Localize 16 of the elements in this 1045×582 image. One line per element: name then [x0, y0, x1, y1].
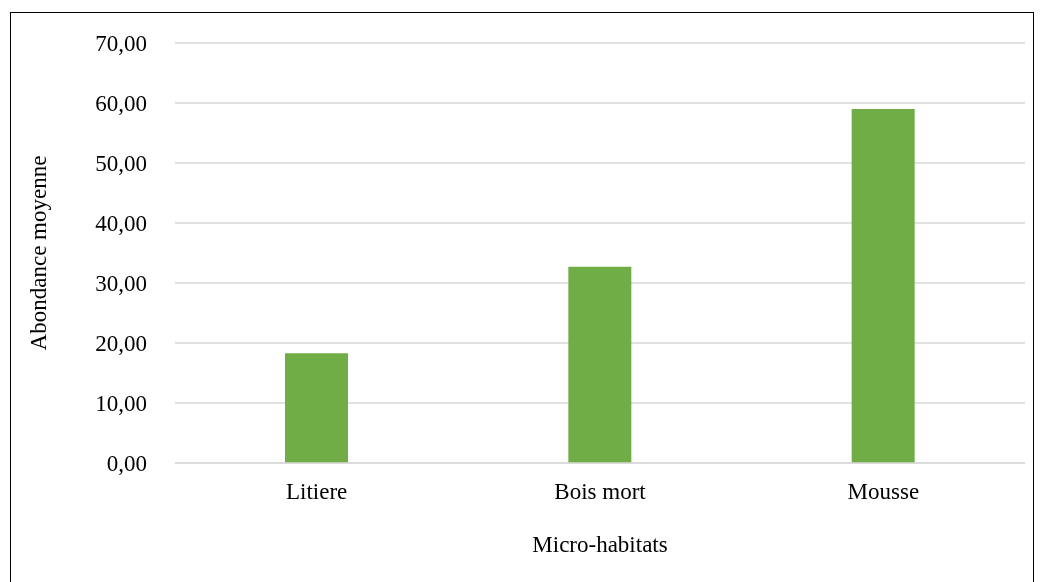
bar	[568, 266, 632, 463]
y-tick-label: 60,00	[95, 91, 147, 117]
x-tick-label: Bois mort	[554, 479, 647, 505]
y-tick-label: 40,00	[95, 211, 147, 237]
x-axis-title: Micro-habitats	[532, 532, 668, 557]
x-tick-label: Litiere	[286, 479, 348, 505]
y-tick-label: 0,00	[106, 451, 147, 477]
y-tick-label: 20,00	[95, 331, 147, 357]
x-tick-label: Mousse	[847, 479, 920, 505]
bar	[851, 109, 915, 463]
y-tick-label: 10,00	[95, 391, 147, 417]
y-tick-label: 70,00	[95, 31, 147, 57]
y-tick-label: 50,00	[95, 151, 147, 177]
bar	[285, 353, 348, 463]
y-axis-title: Abondance moyenne	[26, 155, 52, 351]
y-tick-label: 30,00	[95, 271, 147, 297]
